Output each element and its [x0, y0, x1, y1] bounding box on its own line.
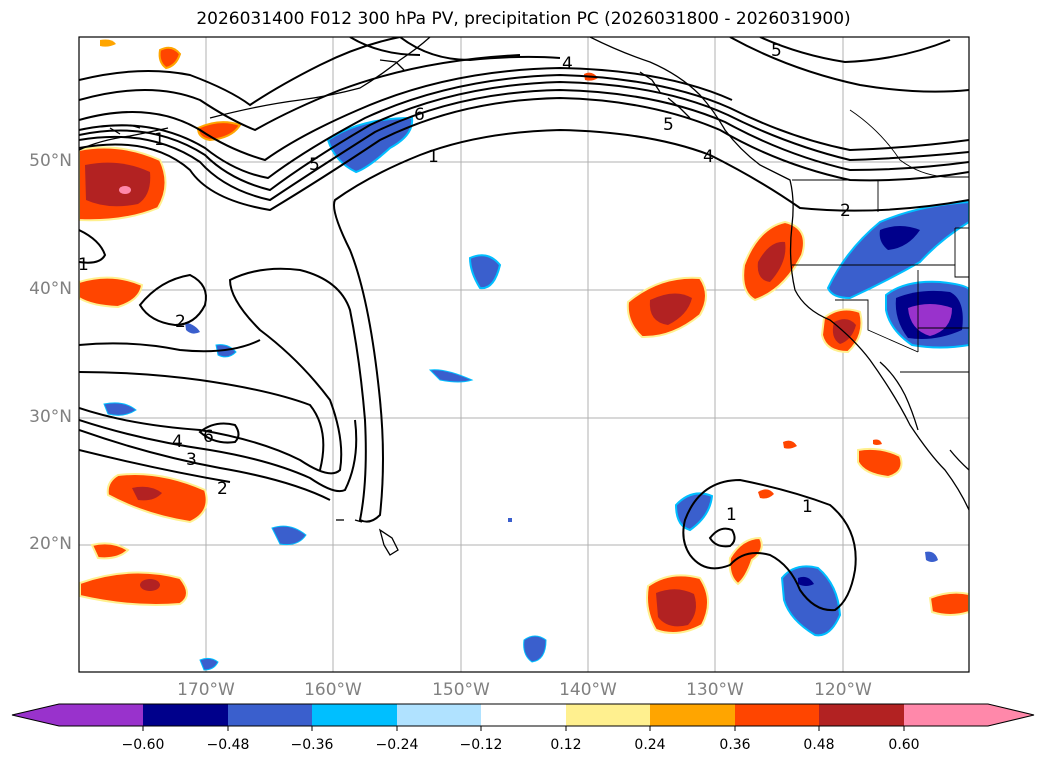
colorbar-extend-low: [12, 704, 143, 726]
colorbar-tick-label: −0.60: [121, 737, 165, 753]
lat-label-40n: 40°N: [29, 279, 72, 299]
colorbar-tick-label: −0.36: [290, 737, 334, 753]
lon-label-120w: 120°W: [814, 680, 872, 700]
contour-label: 2: [217, 479, 228, 499]
colorbar-segment: [228, 704, 313, 726]
colorbar-tick-label: 0.12: [550, 737, 582, 753]
lon-label-170w: 170°W: [177, 680, 235, 700]
contour-labels: 1 1 2 5 6 1 4 5 5 4 2 4 3 2 6 1 1: [78, 41, 851, 525]
contour-label: 4: [562, 54, 573, 74]
contour-label: 1: [726, 505, 737, 525]
pv-contours: [79, 37, 969, 612]
colorbar-tick-label: 0.48: [803, 737, 835, 753]
colorbar-tick-label: −0.24: [375, 737, 419, 753]
precip-positive-patches: [79, 39, 969, 635]
lon-label-150w: 150°W: [432, 680, 490, 700]
contour-label: 2: [175, 312, 186, 332]
contour-label: 1: [78, 255, 89, 275]
coastlines: [79, 37, 969, 556]
colorbar-segment: [143, 704, 228, 726]
colorbar-tick-label: −0.12: [459, 737, 503, 753]
colorbar-segment: [312, 704, 397, 726]
lat-label-50n: 50°N: [29, 151, 72, 171]
contour-label: 4: [172, 432, 183, 452]
lon-label-140w: 140°W: [559, 680, 617, 700]
colorbar-tick-label: 0.24: [634, 737, 666, 753]
contour-label: 2: [840, 201, 851, 221]
precip-patch-gulf: [326, 116, 414, 174]
contour-label: 5: [771, 41, 782, 61]
lat-label-30n: 30°N: [29, 407, 72, 427]
colorbar-segment: [481, 704, 566, 726]
colorbar-tick-label: −0.48: [206, 737, 250, 753]
colorbar-extend-high: [904, 704, 1034, 726]
lon-label-130w: 130°W: [686, 680, 744, 700]
colorbar: [11, 703, 1035, 731]
colorbar-segment: [819, 704, 904, 726]
map-border: [78, 36, 970, 673]
contour-label: 5: [309, 155, 320, 175]
lon-label-160w: 160°W: [304, 680, 362, 700]
contour-label: 1: [154, 130, 165, 150]
contour-label: 1: [428, 147, 439, 167]
map-title: 2026031400 F012 300 hPa PV, precipitatio…: [196, 9, 851, 29]
colorbar-segment: [650, 704, 735, 726]
colorbar-tick-label: 0.36: [719, 737, 751, 753]
contour-label: 5: [663, 115, 674, 135]
contour-label: 6: [414, 105, 425, 125]
contour-label: 3: [186, 450, 197, 470]
contour-label: 4: [703, 147, 714, 167]
colorbar-segment: [397, 704, 482, 726]
contour-label: 1: [802, 497, 813, 517]
colorbar-segment: [566, 704, 651, 726]
colorbar-segment: [735, 704, 820, 726]
colorbar-tick-label: 0.60: [888, 737, 920, 753]
lat-label-20n: 20°N: [29, 534, 72, 554]
contour-label: 6: [203, 427, 214, 447]
